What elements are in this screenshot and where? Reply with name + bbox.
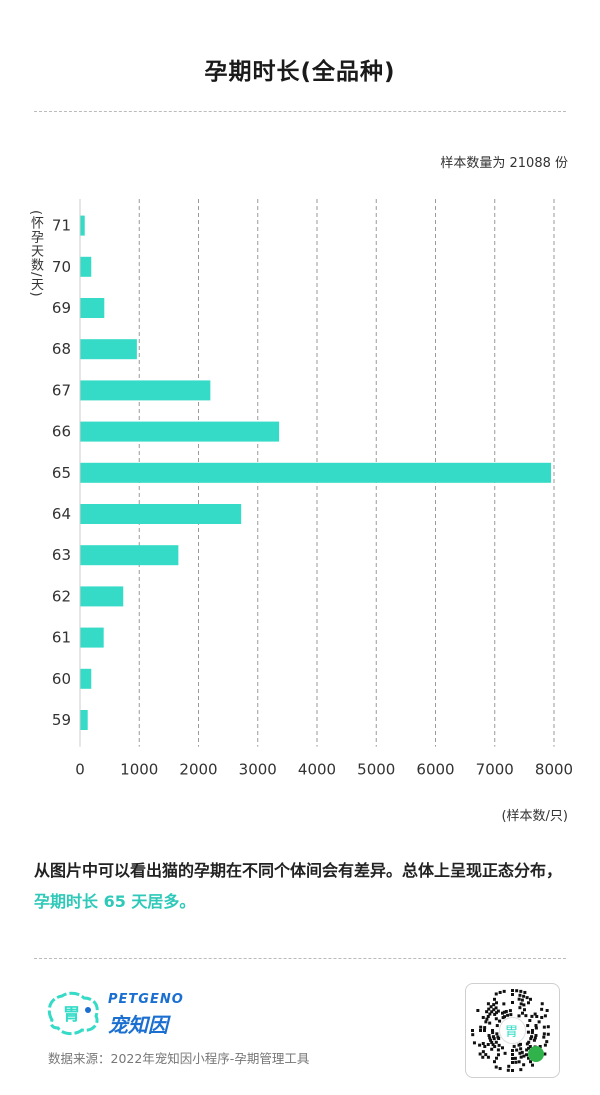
brand-english: PETGENO xyxy=(108,992,184,1007)
summary-text: 从图片中可以看出猫的孕期在不同个体间会有差异。总体上呈现正态分布， 孕期时长 65… xyxy=(34,855,566,917)
bar xyxy=(80,462,552,483)
x-tick-label: 5000 xyxy=(357,761,395,779)
y-tick-label: 63 xyxy=(52,546,71,564)
chart-title: 孕期时长(全品种) xyxy=(204,59,396,85)
petgeno-logo-icon: 胃 xyxy=(47,991,99,1036)
bar xyxy=(80,586,124,607)
x-tick-label: 8000 xyxy=(535,761,573,779)
y-tick-label: 65 xyxy=(52,464,71,482)
bar xyxy=(80,668,92,689)
svg-text:胃: 胃 xyxy=(505,1025,518,1040)
y-axis-label: (怀孕天数/天) xyxy=(28,210,43,298)
y-tick-label: 66 xyxy=(52,423,71,441)
bar xyxy=(80,215,85,236)
bar xyxy=(80,339,137,360)
x-axis-label: (样本数/只) xyxy=(501,809,568,824)
x-tick-label: 2000 xyxy=(179,761,217,779)
bar xyxy=(80,627,104,648)
x-tick-label: 0 xyxy=(75,761,85,779)
y-tick-label: 70 xyxy=(52,258,71,276)
bar xyxy=(80,256,92,277)
x-tick-label: 4000 xyxy=(298,761,336,779)
y-tick-label: 71 xyxy=(52,217,71,235)
x-tick-label: 6000 xyxy=(416,761,454,779)
sample-count-note: 样本数量为 21088 份 xyxy=(440,156,568,171)
bar xyxy=(80,504,242,524)
bar xyxy=(80,380,211,401)
bar xyxy=(80,298,105,318)
summary-highlight: 孕期时长 65 天居多。 xyxy=(34,892,196,911)
mini-program-qr-code[interactable]: 胃 xyxy=(465,983,560,1078)
summary-body: 从图片中可以看出猫的孕期在不同个体间会有差异。总体上呈现正态分布， xyxy=(34,861,563,880)
y-tick-label: 69 xyxy=(52,299,71,317)
y-tick-label: 64 xyxy=(52,505,71,523)
y-tick-label: 60 xyxy=(52,670,71,688)
x-tick-label: 7000 xyxy=(476,761,514,779)
y-tick-label: 61 xyxy=(52,629,71,647)
data-source: 数据来源：2022年宠知因小程序-孕期管理工具 xyxy=(48,1051,310,1066)
y-tick-label: 62 xyxy=(52,587,71,605)
svg-text:胃: 胃 xyxy=(63,1005,80,1025)
top-divider xyxy=(34,111,566,112)
x-tick-label: 1000 xyxy=(120,761,158,779)
bottom-divider xyxy=(34,958,566,959)
brand-chinese: 宠知因 xyxy=(108,1013,168,1037)
x-tick-label: 3000 xyxy=(239,761,277,779)
y-tick-label: 67 xyxy=(52,381,71,399)
y-tick-label: 59 xyxy=(52,711,71,729)
bar xyxy=(80,545,179,566)
y-tick-label: 68 xyxy=(52,340,71,358)
bar-chart: 0 1000 2000 3000 4000 5000 6000 7000 8000 71 70 69 6… xyxy=(52,199,573,779)
bar xyxy=(80,421,280,442)
bar xyxy=(80,710,88,730)
qr-pattern-icon: 胃 xyxy=(471,989,550,1072)
